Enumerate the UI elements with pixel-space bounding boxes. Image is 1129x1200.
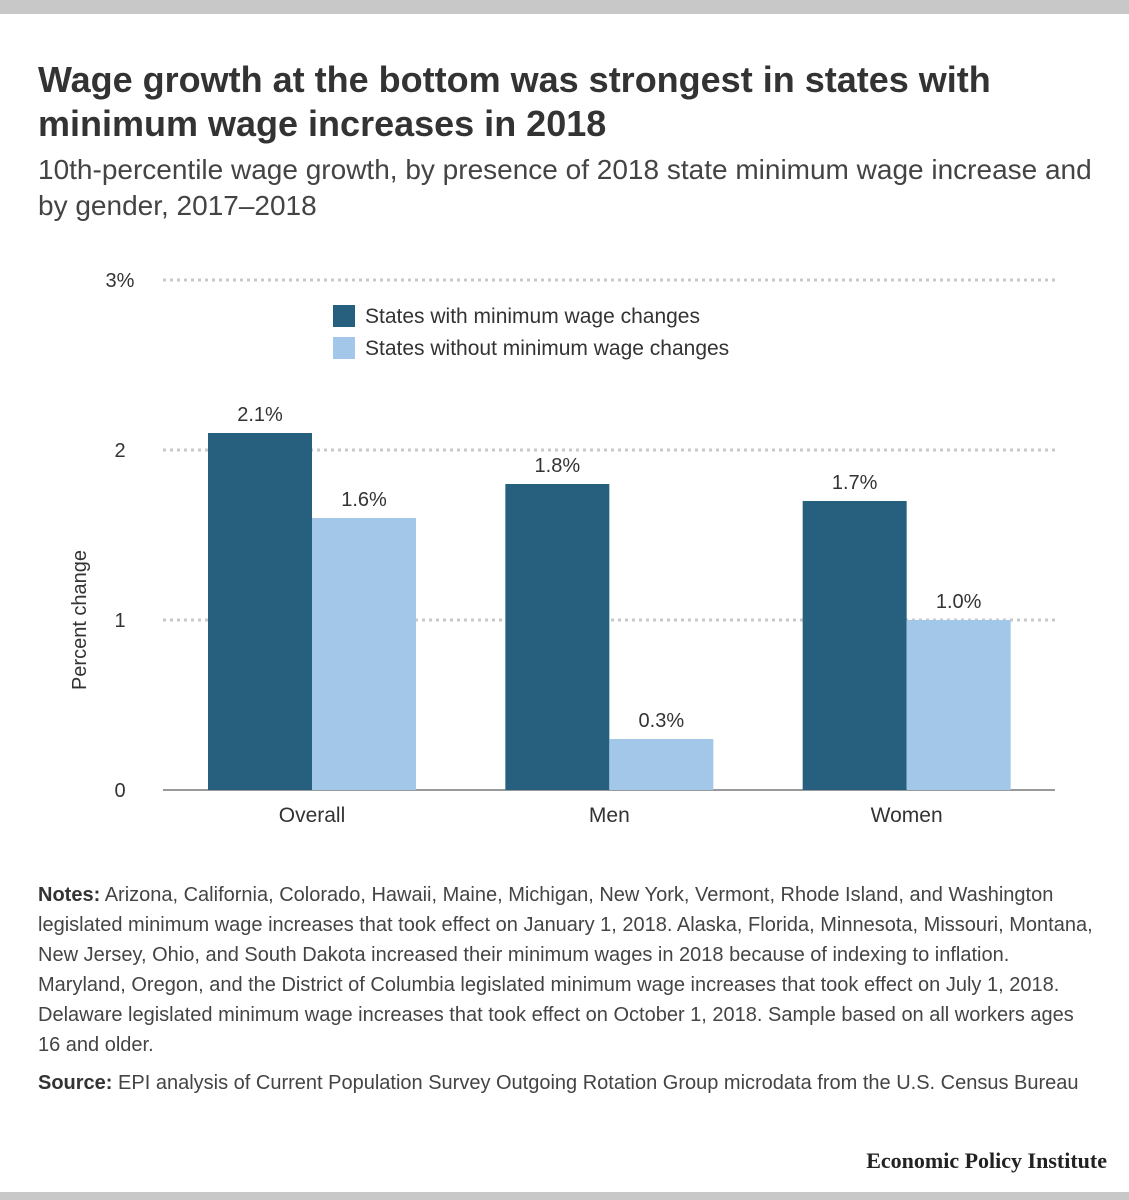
bar-overall-series-1 <box>208 433 312 790</box>
bottom-border <box>0 1192 1129 1200</box>
bar-men-series-2 <box>609 739 714 790</box>
x-tick-label: Women <box>871 804 943 827</box>
x-tick-label: Overall <box>279 804 346 827</box>
data-label: 1.6% <box>341 489 387 511</box>
source-text: EPI analysis of Current Population Surve… <box>118 1072 1079 1094</box>
chart-title: Wage growth at the bottom was strongest … <box>38 59 991 144</box>
source-label: Source: <box>38 1072 113 1094</box>
bar-women-series-2 <box>906 620 1011 790</box>
notes-label: Notes: <box>38 884 101 906</box>
y-tick-label: 1 <box>114 610 125 632</box>
x-tick-label: Men <box>589 804 630 827</box>
y-tick-label: 2 <box>114 440 125 462</box>
brand-logo-text: Economic Policy Institute <box>866 1148 1107 1173</box>
data-label: 0.3% <box>639 710 685 732</box>
y-axis-label: Percent change <box>69 550 91 690</box>
bar-overall-series-2 <box>312 518 416 790</box>
notes: Notes: Arizona, California, Colorado, Ha… <box>38 880 1098 1060</box>
data-label: 2.1% <box>237 404 283 426</box>
data-label: 1.7% <box>832 472 878 494</box>
bar-men-series-1 <box>505 484 610 790</box>
legend-swatch <box>333 337 355 359</box>
y-tick-label: 0 <box>114 780 125 802</box>
bar-women-series-1 <box>802 501 907 790</box>
source: Source: EPI analysis of Current Populati… <box>38 1068 1098 1098</box>
legend-label: States with minimum wage changes <box>365 305 700 328</box>
y-tick-label: 3% <box>106 270 135 292</box>
legend-swatch <box>333 305 355 327</box>
data-label: 1.0% <box>936 591 982 613</box>
notes-text: Arizona, California, Colorado, Hawaii, M… <box>38 884 1093 1056</box>
chart-subtitle: 10th-percentile wage growth, by presence… <box>38 154 1092 221</box>
top-border <box>0 0 1129 14</box>
legend-label: States without minimum wage changes <box>365 337 729 360</box>
bar-chart: 0 1 2 3% 2.1% 1.6% Overall 1.8% 0.3% Men 1.7% 1.0%… <box>69 270 1055 827</box>
data-label: 1.8% <box>535 455 581 477</box>
